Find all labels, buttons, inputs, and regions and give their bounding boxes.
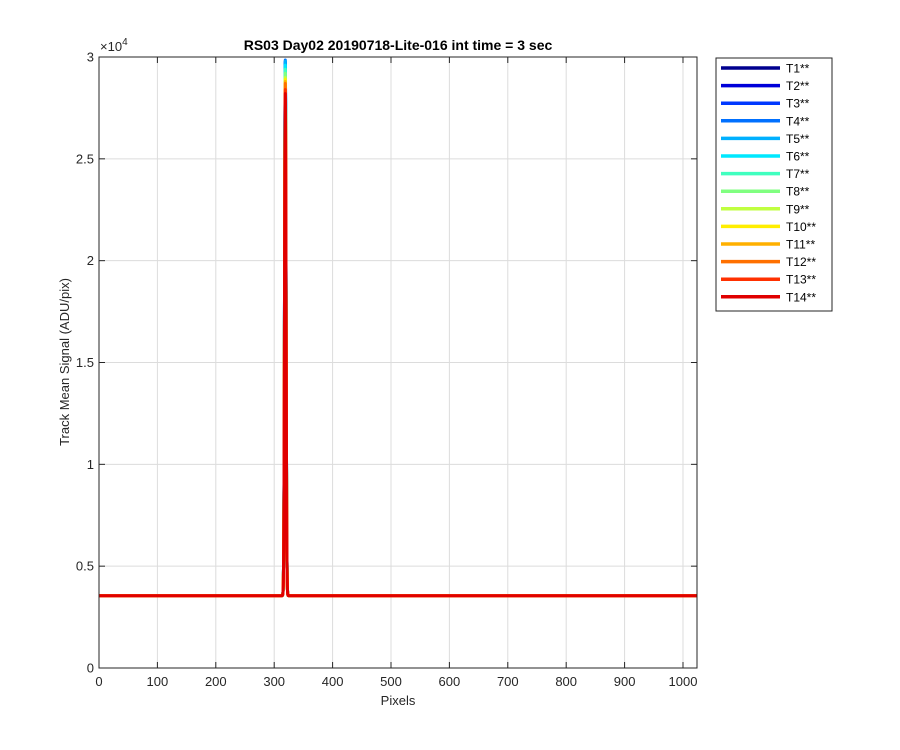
x-tick-label: 900 (614, 674, 636, 689)
x-tick-label: 200 (205, 674, 227, 689)
legend-label: T9** (786, 202, 810, 216)
x-tick-label: 300 (263, 674, 285, 689)
y-tick-label: 1 (87, 457, 94, 472)
x-tick-label: 400 (322, 674, 344, 689)
legend-label: T1** (786, 62, 810, 76)
legend-label: T13** (786, 273, 816, 287)
legend-label: T14** (786, 290, 816, 304)
legend-label: T5** (786, 132, 810, 146)
legend-box (715, 57, 833, 312)
y-tick-label: 1.5 (76, 355, 94, 370)
x-tick-label: 600 (439, 674, 461, 689)
axis-ticks: 0 100 200 300 400 500 600 700 800 900 1000 0 0.5 1 1.5… (76, 50, 698, 690)
legend-label: T2** (786, 79, 810, 93)
x-tick-label: 700 (497, 674, 519, 689)
legend-label: T8** (786, 185, 810, 199)
legend-label: T7** (786, 167, 810, 181)
grid-lines (98, 56, 697, 669)
legend-items: T1** T2** T3** T4** T5** T6** T7** T8** T9** T10*… (721, 62, 816, 304)
chart-title: RS03 Day02 20190718-Lite-016 int time = … (244, 37, 553, 53)
legend: T1** T2** T3** T4** T5** T6** T7** T8** T9** T10*… (715, 57, 833, 312)
legend-label: T4** (786, 114, 810, 128)
legend-label: T10** (786, 220, 816, 234)
y-tick-label: 0 (87, 661, 94, 676)
legend-label: T6** (786, 150, 810, 164)
x-tick-label: 100 (147, 674, 169, 689)
x-tick-label: 800 (555, 674, 577, 689)
y-tick-label: 0.5 (76, 559, 94, 574)
y-tick-label: 2 (87, 253, 94, 268)
y-tick-label: 2.5 (76, 151, 94, 166)
y-exponent-label: ×104 (100, 37, 128, 54)
legend-label: T11** (786, 238, 815, 252)
y-exponent-base: ×10 (100, 39, 122, 54)
series-line-14 (99, 92, 697, 598)
x-axis-label: Pixels (381, 693, 416, 708)
series-lines (99, 58, 697, 598)
y-axis-label: Track Mean Signal (ADU/pix) (57, 278, 72, 446)
x-tick-label: 1000 (669, 674, 698, 689)
legend-label: T12** (786, 255, 816, 269)
legend-label: T3** (786, 97, 810, 111)
x-tick-label: 500 (380, 674, 402, 689)
x-tick-label: 0 (95, 674, 102, 689)
y-tick-label: 3 (87, 50, 94, 65)
y-exponent-power: 4 (122, 37, 128, 48)
